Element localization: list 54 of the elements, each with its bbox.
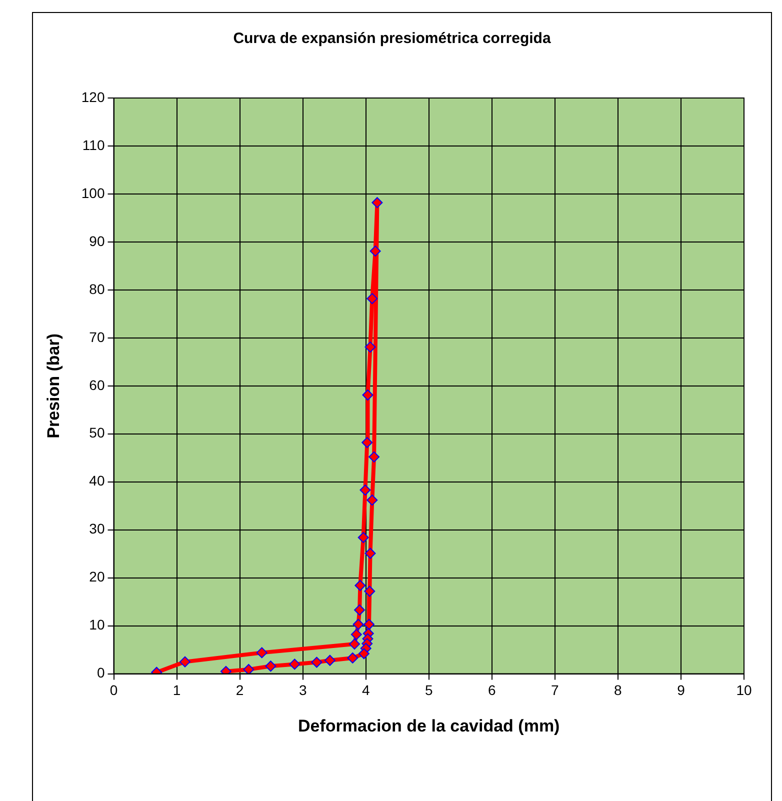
point [256,647,268,658]
y-tick-label: 10 [89,616,105,633]
point [368,451,380,462]
point [360,484,371,496]
y-tick-label: 40 [89,472,105,489]
point [362,390,374,401]
y-tick-label: 80 [89,280,105,297]
point [289,658,300,670]
point [350,628,362,640]
point [358,532,369,544]
x-tick-label: 8 [614,682,622,698]
point [364,548,376,559]
point [366,494,378,506]
point [324,654,336,666]
y-tick-label: 100 [81,184,105,201]
y-tick-label: 0 [96,664,105,681]
point [354,580,366,592]
point [364,586,376,597]
point [364,342,376,353]
x-tick-label: 6 [488,682,496,698]
x-axis-title: Deformacion de la cavidad (mm) [298,716,560,736]
x-tick-label: 5 [424,682,433,698]
x-tick-label: 7 [551,682,560,698]
x-tick-label: 4 [362,682,370,698]
y-tick-label: 110 [82,136,105,153]
point [362,437,373,448]
y-tick-label: 120 [81,88,105,105]
x-tick-label: 3 [298,682,307,698]
point [358,648,370,660]
point [347,652,358,664]
point [366,293,378,304]
point [370,246,381,257]
y-tick-label: 70 [89,328,105,345]
y-tick-label: 90 [89,232,105,249]
x-tick-label: 2 [236,682,244,698]
x-tick-label: 0 [110,682,118,698]
x-tick-label: 1 [172,682,181,698]
y-tick-label: 30 [89,520,105,537]
x-tick-label: 9 [677,682,686,698]
point [179,656,190,668]
point [265,660,276,672]
y-tick-label: 20 [89,568,105,585]
y-tick-label: 60 [89,376,105,393]
point [372,197,383,208]
y-tick-label: 50 [89,424,105,441]
point [311,656,322,668]
chart-title: Curva de expansión presiométrica corregida [233,30,552,48]
point [364,618,375,630]
point [349,638,360,650]
point [352,618,364,630]
x-tick-label: 10 [736,682,752,698]
point [354,604,366,616]
y-axis-title: Presion (bar) [44,333,63,438]
point [243,664,254,674]
